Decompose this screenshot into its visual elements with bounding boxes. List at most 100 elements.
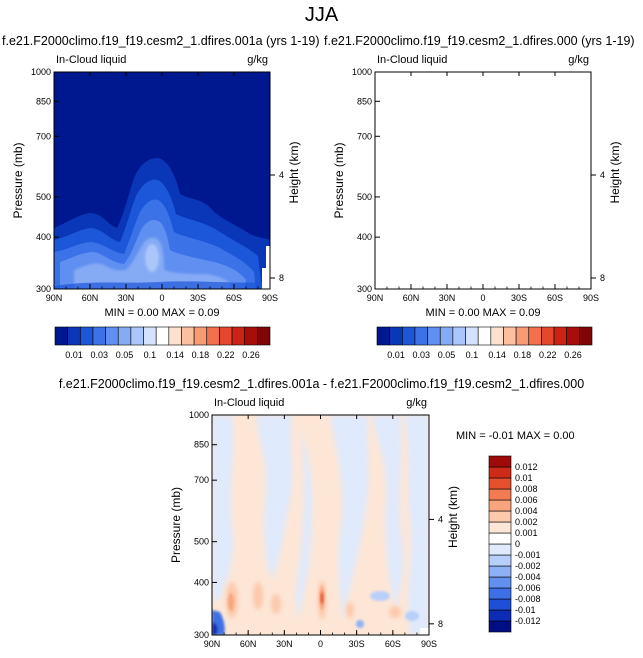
colorbar-label: -0.001 — [515, 550, 541, 560]
colorbar-swatch — [488, 620, 512, 633]
x-tick-label: 90N — [46, 293, 63, 303]
colorbar: 0.01 0.03 0.05 0.1 0.14 0.18 0.22 0.26 — [54, 326, 271, 360]
colorbar-swatch — [244, 326, 258, 346]
y-tick-label: 500 — [194, 537, 209, 547]
colorbar-swatch — [219, 326, 233, 346]
contour-field — [212, 415, 429, 635]
axes: 90N 60N 30N 0 30S 60S 90S 300 400 500 700 850 1000 8 4… — [332, 67, 622, 303]
colorbar-swatch — [515, 326, 530, 346]
colorbar-label: 0.006 — [515, 495, 538, 505]
y-tick-label: 850 — [36, 96, 51, 106]
colorbar-label: 0.22 — [217, 350, 235, 360]
colorbar-label: 0.18 — [514, 350, 532, 360]
y-tick-label: 700 — [36, 131, 51, 141]
colorbar-swatch — [488, 455, 512, 468]
colorbar-label: 0.14 — [166, 350, 184, 360]
colorbar-label: 0.01 — [65, 350, 83, 360]
colorbar-swatch — [439, 326, 454, 346]
colorbar-label: 0.008 — [515, 484, 538, 494]
x-tick-label: 30N — [276, 639, 293, 649]
x-tick-label: 60N — [240, 639, 257, 649]
colorbar-swatch — [92, 326, 106, 346]
colorbar-swatch — [193, 326, 208, 346]
page-title: JJA — [305, 4, 339, 26]
variable-label: In-Cloud liquid — [56, 54, 126, 66]
colorbar-swatch — [168, 326, 182, 346]
colorbar-label: 0.004 — [515, 506, 538, 516]
x-tick-label: 30S — [511, 293, 527, 303]
colorbar: -0.012-0.01-0.008-0.006-0.004-0.002-0.00… — [488, 455, 541, 633]
colorbar-label: -0.012 — [515, 616, 541, 626]
y-tick-label: 500 — [357, 192, 372, 202]
x-tick-label: 0 — [318, 639, 323, 649]
colorbar-swatch — [155, 326, 170, 346]
colorbar-swatch — [206, 326, 220, 346]
y-tick-label: 1000 — [31, 67, 51, 77]
colorbar-label: 0.01 — [387, 350, 405, 360]
colorbar-swatch — [528, 326, 542, 346]
variable-label: In-Cloud liquid — [377, 54, 447, 66]
colorbar-swatch — [427, 326, 441, 346]
min-max-text: MIN = -0.01 MAX = 0.00 — [456, 430, 575, 442]
x-tick-label: 30N — [118, 293, 135, 303]
colorbar-swatch — [488, 477, 512, 490]
colorbar-swatch — [488, 543, 512, 556]
colorbar-swatch — [452, 326, 466, 346]
colorbar-label: 0.1 — [466, 350, 479, 360]
contour-level-1 — [375, 158, 591, 289]
colorbar-swatch — [488, 488, 512, 501]
y-axis-label-right: Height (km) — [287, 141, 301, 203]
colorbar-swatch — [117, 326, 132, 346]
colorbar-label: -0.01 — [515, 605, 536, 615]
colorbar-label: -0.004 — [515, 572, 541, 582]
y-axis-label-right: Height (km) — [446, 486, 460, 548]
units-label: g/kg — [568, 54, 589, 66]
colorbar-swatch — [181, 326, 195, 346]
colorbar-swatch — [401, 326, 416, 346]
colorbar-label: 0.002 — [515, 517, 538, 527]
colorbar-swatch — [566, 326, 580, 346]
y-tick-label: 1000 — [352, 67, 372, 77]
y-tick-label: 850 — [194, 440, 209, 450]
x-tick-label: 90N — [204, 639, 221, 649]
colorbar-swatch — [54, 326, 68, 346]
colorbar-swatch — [488, 598, 512, 611]
units-label: g/kg — [406, 397, 427, 409]
colorbar-swatch — [477, 326, 492, 346]
x-tick-label: 30N — [439, 293, 456, 303]
x-tick-label: 0 — [480, 293, 485, 303]
colorbar-label: -0.006 — [515, 583, 541, 593]
colorbar-swatch — [541, 326, 555, 346]
y-tick-label: 300 — [357, 284, 372, 294]
panel-title: f.e21.F2000climo.f19_f19.cesm2_1.dfires.… — [2, 34, 320, 48]
variable-label: In-Cloud liquid — [214, 397, 284, 409]
colorbar-swatch — [376, 326, 390, 346]
x-tick-label: 90S — [262, 293, 278, 303]
contour-level-6 — [466, 244, 480, 272]
axes: 90N 60N 30N 0 30S 60S 90S 300 400 500 700 850 1000 8 4… — [11, 67, 301, 303]
y-axis-label: Pressure (mb) — [332, 142, 346, 218]
panel-title: f.e21.F2000climo.f19_f19.cesm2_1.dfires.… — [59, 377, 584, 391]
colorbar-label: -0.008 — [515, 594, 541, 604]
colorbar-swatch — [257, 326, 271, 346]
contour-level-4 — [381, 220, 567, 289]
colorbar-swatch — [67, 326, 81, 346]
y-right-tick-label: 4 — [438, 514, 443, 524]
y-tick-label: 400 — [357, 232, 372, 242]
x-tick-label: 60S — [385, 639, 401, 649]
colorbar-label: 0.14 — [488, 350, 506, 360]
x-tick-label: 30S — [190, 293, 206, 303]
colorbar-label: -0.002 — [515, 561, 541, 571]
panel-model-000: f.e21.F2000climo.f19_f19.cesm2_1.dfires.… — [324, 34, 635, 360]
x-tick-label: 90S — [421, 639, 437, 649]
colorbar-swatch — [488, 609, 512, 622]
colorbar-swatch — [130, 326, 144, 346]
colorbar-swatch — [414, 326, 428, 346]
colorbar-label: 0.26 — [564, 350, 582, 360]
colorbar-label: 0.18 — [192, 350, 210, 360]
y-tick-label: 300 — [194, 630, 209, 640]
x-tick-label: 90S — [583, 293, 599, 303]
x-tick-label: 60S — [226, 293, 242, 303]
y-tick-label: 400 — [194, 577, 209, 587]
colorbar-label: 0.012 — [515, 462, 538, 472]
